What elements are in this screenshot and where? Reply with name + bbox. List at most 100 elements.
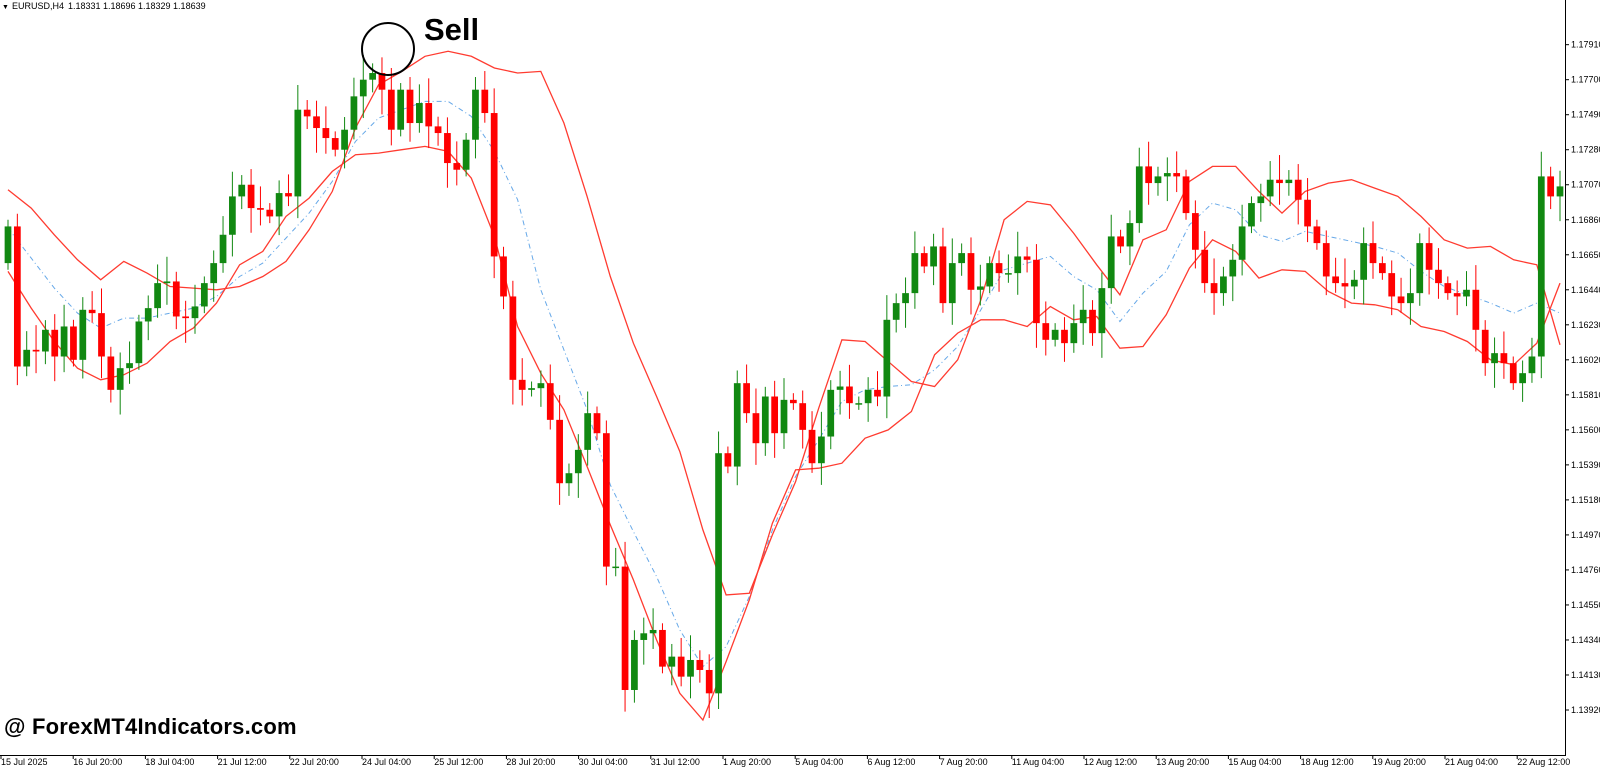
bear-candle [546, 364, 554, 430]
candle-body [556, 419, 563, 484]
bear-candle [88, 291, 96, 323]
symbol-label: EURUSD,H4 [11, 1, 64, 11]
bear-candle [1322, 230, 1330, 296]
candle-body [481, 89, 489, 114]
y-tick-label: 1.14340 [1571, 635, 1600, 645]
candle-body [144, 308, 152, 322]
candle-body [780, 399, 788, 434]
candle-body [1229, 259, 1237, 277]
candle-body [1210, 283, 1218, 294]
bull-candle [855, 396, 863, 410]
candle-body [462, 139, 470, 170]
candle-body [1107, 236, 1115, 289]
bear-candle [509, 280, 517, 405]
sell-label: Sell [424, 12, 479, 47]
x-tick-label: 1 Aug 20:00 [723, 757, 771, 767]
candle-body [537, 383, 545, 389]
candle-body [32, 349, 40, 352]
bull-candle [1220, 266, 1227, 306]
x-tick-label: 11 Aug 04:00 [1012, 757, 1064, 767]
candle-body [172, 281, 180, 317]
y-tick-label: 1.16020 [1571, 355, 1600, 365]
bear-candle [70, 319, 77, 367]
bull-candle [1107, 214, 1115, 304]
x-tick-label: 16 Jul 20:00 [73, 757, 122, 767]
x-tick-label: 21 Aug 04:00 [1445, 757, 1498, 767]
bull-candle [1014, 231, 1022, 295]
candles [4, 55, 1564, 718]
candle-body [1033, 259, 1040, 324]
bear-candle [378, 57, 386, 115]
bull-candle [1537, 151, 1545, 379]
bull-candle [1126, 210, 1134, 266]
candle-body [359, 79, 367, 97]
candle-body [13, 226, 21, 367]
candle-body [350, 96, 358, 130]
x-tick-label: 5 Aug 04:00 [795, 757, 843, 767]
candle-body [1220, 276, 1227, 294]
candle-body [1023, 256, 1031, 260]
candle-body [1145, 166, 1152, 184]
bull-candle [1528, 337, 1536, 383]
dropdown-triangle-icon[interactable]: ▼ [2, 4, 9, 11]
y-tick-label: 1.17700 [1571, 75, 1600, 85]
bull-candle [359, 55, 367, 119]
x-tick-label: 15 Jul 2025 [1, 757, 48, 767]
candle-body [490, 113, 498, 257]
candle-body [135, 321, 143, 364]
bear-candle [51, 314, 59, 382]
bear-candle [799, 390, 807, 449]
bull-candle [827, 380, 835, 450]
candle-body [1332, 276, 1339, 284]
candle-body [247, 184, 255, 209]
bull-candle [836, 370, 844, 415]
candle-body [303, 109, 311, 117]
candle-body [1453, 293, 1461, 297]
bear-candle [621, 541, 629, 712]
bull-candle [23, 331, 31, 377]
bear-candle [1117, 229, 1124, 254]
bull-candle [612, 547, 620, 577]
candle-body [1481, 329, 1489, 364]
candle-body [743, 383, 750, 414]
candle-body [285, 193, 292, 197]
bear-candle [1089, 300, 1096, 346]
bear-candle [406, 77, 414, 142]
y-tick-label: 1.13920 [1571, 705, 1600, 715]
candle-body [640, 633, 648, 640]
x-tick-label: 24 Jul 04:00 [362, 757, 411, 767]
candle-body [715, 453, 722, 694]
bull-candle [1229, 244, 1237, 302]
candle-body [724, 453, 732, 467]
candle-body [752, 413, 760, 444]
bull-candle [350, 77, 358, 140]
candle-body [1416, 243, 1424, 294]
ohlc-values: 1.18331 1.18696 1.18329 1.18639 [67, 1, 206, 11]
bull-candle [219, 216, 227, 273]
bull-candle [60, 304, 68, 373]
bear-candle [1547, 166, 1555, 210]
candle-body [191, 306, 199, 319]
candle-body [593, 413, 601, 434]
candle-body [818, 436, 825, 464]
candle-body [154, 283, 161, 309]
candle-body [472, 89, 479, 140]
candle-body [799, 403, 807, 430]
y-tick-label: 1.15180 [1571, 495, 1600, 505]
candle-body [528, 388, 535, 390]
x-tick-label: 18 Aug 12:00 [1301, 757, 1354, 767]
candle-body [836, 386, 844, 390]
bear-candle [677, 637, 685, 687]
bull-candle [1463, 271, 1470, 307]
bear-candle [789, 393, 797, 410]
candle-body [677, 656, 685, 677]
bull-candle [154, 264, 161, 318]
candle-body [444, 133, 451, 164]
bull-candle [126, 341, 133, 384]
candle-body [79, 309, 87, 360]
candle-body [1350, 279, 1358, 287]
x-tick-label: 7 Aug 20:00 [940, 757, 988, 767]
x-tick-label: 18 Jul 04:00 [145, 757, 194, 767]
candle-body [126, 363, 133, 369]
